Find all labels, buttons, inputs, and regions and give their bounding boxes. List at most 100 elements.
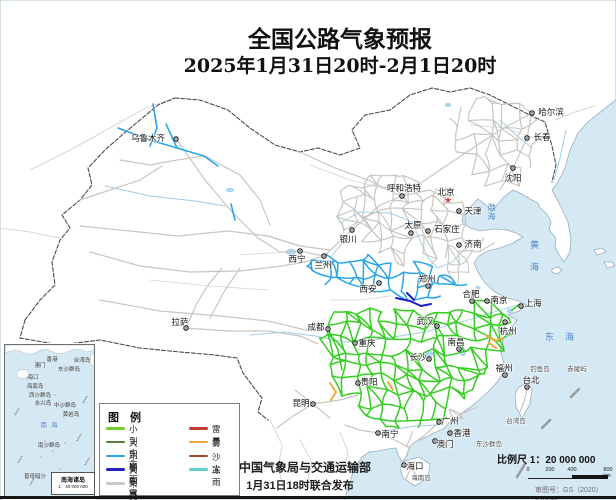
inset-taiwan xyxy=(89,352,94,368)
city-dot-center xyxy=(504,321,506,323)
city-dot-center xyxy=(175,138,177,140)
lake xyxy=(444,102,452,108)
inset-island-dot xyxy=(44,440,46,442)
inset-island-dot xyxy=(52,450,54,452)
city-dot-center xyxy=(357,382,359,384)
city-dot-center xyxy=(327,328,329,330)
inset-label: 曾母暗沙 xyxy=(23,474,47,480)
map-line xyxy=(174,87,557,183)
lake xyxy=(475,285,481,291)
map-line xyxy=(312,394,359,405)
map-line xyxy=(230,203,236,221)
inset-coast xyxy=(5,345,94,355)
page-title: 全国公路气象预报 xyxy=(248,26,432,53)
inset-label: 东沙群岛 xyxy=(57,367,81,373)
inset-label: 台湾岛 xyxy=(73,358,91,364)
map-line xyxy=(185,327,319,345)
map-line xyxy=(99,299,311,332)
map-line xyxy=(79,165,163,201)
city-dot-center xyxy=(449,432,451,434)
map-line xyxy=(0,227,61,239)
map-line xyxy=(185,267,223,329)
map-line xyxy=(19,319,269,421)
map-line xyxy=(299,151,401,197)
legend-swatch xyxy=(106,454,125,458)
capital-star-marker: ★ xyxy=(444,195,452,205)
inset-reef-mark xyxy=(17,455,23,464)
city-dot-center xyxy=(531,112,533,114)
city-dot-center xyxy=(471,300,473,302)
city-dot-center xyxy=(312,403,314,405)
map-line xyxy=(149,279,269,291)
map-line xyxy=(420,303,432,307)
bottom-border xyxy=(0,496,616,499)
city-dot-center xyxy=(428,358,430,360)
city-dot-center xyxy=(436,325,438,327)
lake xyxy=(225,187,235,193)
city-dot-center xyxy=(520,305,522,307)
publisher-line2: 1月31日18时联合发布 xyxy=(246,480,354,492)
inset-label: 海南岛 xyxy=(26,384,44,390)
city-dot-center xyxy=(458,244,460,246)
legend-item-label: 小到中雨 xyxy=(129,424,138,470)
city-dot-center xyxy=(458,210,460,212)
map-line xyxy=(554,105,596,121)
city-dot-center xyxy=(504,374,506,376)
map-line xyxy=(269,419,286,493)
inset-island-dot xyxy=(61,406,63,408)
legend-swatch xyxy=(106,482,125,485)
map-line xyxy=(276,403,314,429)
map-line xyxy=(119,155,206,166)
map-line xyxy=(515,462,527,479)
road-network xyxy=(306,253,468,302)
city-dot-center xyxy=(410,232,412,234)
scale-tick: 400 xyxy=(567,467,577,473)
inset-reef-mark xyxy=(14,407,20,416)
map-line xyxy=(299,439,313,489)
legend-swatch xyxy=(189,454,208,458)
inset-label: 南海 xyxy=(40,422,62,429)
map-line xyxy=(540,418,552,430)
inset-island-dot xyxy=(40,456,42,458)
map-line xyxy=(499,112,533,191)
legend-item-label: 沙尘 xyxy=(212,451,221,474)
inset-label: 中沙群岛 xyxy=(53,403,77,409)
legend-swatch xyxy=(189,427,208,430)
inset-reef-mark xyxy=(82,395,88,404)
map-line xyxy=(377,432,411,449)
map-line xyxy=(339,431,349,471)
inset-label: 香港 xyxy=(46,357,58,363)
inset-label: 西沙群岛 xyxy=(28,393,52,399)
legend-item-label: 大到暴雪 xyxy=(129,465,138,500)
inset-island-dot xyxy=(48,399,50,401)
map-line xyxy=(165,123,178,149)
scale-tick: 0 xyxy=(526,467,530,473)
legend-swatch xyxy=(106,440,125,444)
city-dot-center xyxy=(185,327,187,329)
inset-label: 永兴岛 xyxy=(34,401,52,407)
map-line xyxy=(405,461,416,480)
legend-item-label: 冻雨 xyxy=(212,465,221,488)
legend-item-label: 雾 xyxy=(212,437,221,448)
inset-canvas xyxy=(5,345,94,486)
city-dot-center xyxy=(486,300,488,302)
city-dot-center xyxy=(438,421,440,423)
map-line xyxy=(499,119,533,149)
legend-swatch xyxy=(106,468,125,471)
city-dot-center xyxy=(351,229,353,231)
map-line xyxy=(395,297,422,307)
inset-label: 海口 xyxy=(27,375,39,381)
inset-reef-mark xyxy=(76,433,82,442)
map-line xyxy=(329,382,338,401)
inset-island-dot xyxy=(26,377,28,379)
city-dot-center xyxy=(403,464,405,466)
map-line xyxy=(327,328,343,371)
map-line xyxy=(553,129,567,181)
city-dot-center xyxy=(512,167,514,169)
inset-island-dot xyxy=(47,360,49,362)
map-line xyxy=(488,342,497,349)
legend: 图 例 小到中雨大到暴雨小到中雪或雨夹雪大到暴雪未受影响雷暴雾沙尘冻雨 xyxy=(99,403,240,500)
city-dot-center xyxy=(427,285,429,287)
map-line xyxy=(351,195,403,231)
